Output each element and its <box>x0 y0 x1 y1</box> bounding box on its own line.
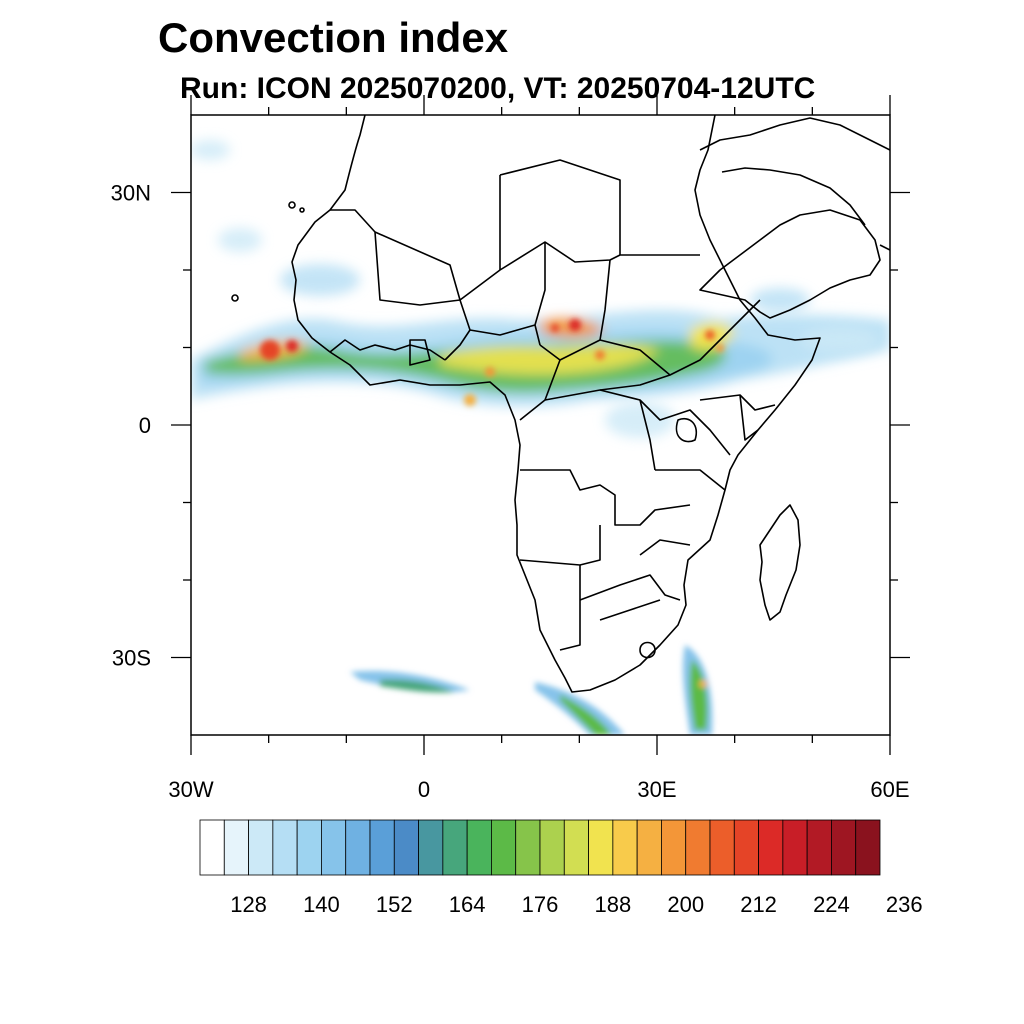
lat-tick-label: 30N <box>111 181 151 206</box>
colorbar-swatch <box>685 819 711 876</box>
chart-title: Convection index <box>158 14 509 61</box>
colorbar-swatch <box>588 819 614 876</box>
colorbar-swatch <box>782 819 808 876</box>
colorbar-swatch <box>369 819 395 876</box>
lon-tick-label: 30W <box>168 777 213 802</box>
lon-tick-label: 60E <box>870 777 909 802</box>
colorbar-swatch <box>491 819 517 876</box>
colorbar-swatch <box>248 819 274 876</box>
lon-tick-label: 30E <box>637 777 676 802</box>
colorbar-label: 128 <box>230 892 267 917</box>
coastlines <box>231 115 890 693</box>
colorbar-swatch <box>563 819 589 876</box>
colorbar-swatch <box>636 819 662 876</box>
colorbar-swatch <box>296 819 322 876</box>
colorbar-swatch <box>345 819 371 876</box>
colorbar-swatch <box>272 819 298 876</box>
colorbar-swatch <box>758 819 784 876</box>
colorbar-label: 212 <box>740 892 777 917</box>
colorbar-label: 140 <box>303 892 340 917</box>
colorbar-swatch <box>733 819 759 876</box>
colorbar-swatch <box>321 819 347 876</box>
colorbar-label: 188 <box>594 892 631 917</box>
colorbar-swatch <box>806 819 832 876</box>
colorbar-swatch <box>442 819 468 876</box>
colorbar-label: 224 <box>813 892 850 917</box>
colorbar-swatch <box>466 819 492 876</box>
convection-field <box>191 140 890 735</box>
colorbar-swatch <box>199 819 225 876</box>
lat-tick-label: 30S <box>112 646 151 671</box>
colorbar-swatch <box>223 819 249 876</box>
colorbar-swatch <box>612 819 638 876</box>
lat-tick-label: 0 <box>139 413 151 438</box>
colorbar-label: 236 <box>886 892 923 917</box>
colorbar-label: 152 <box>376 892 413 917</box>
colorbar-label: 164 <box>449 892 486 917</box>
chart-subtitle: Run: ICON 2025070200, VT: 20250704-12UTC <box>180 72 816 105</box>
colorbar-swatch <box>855 819 881 876</box>
colorbar-swatch <box>418 819 444 876</box>
colorbar-swatch <box>393 819 419 876</box>
colorbar-swatch <box>515 819 541 876</box>
map-axes: 30N 0 30S 30W 0 30E 60E <box>111 95 910 802</box>
colorbar-label: 176 <box>522 892 559 917</box>
colorbar: 128 140 152 164 176 188 200 212 224 236 <box>199 819 923 917</box>
colorbar-label: 200 <box>667 892 704 917</box>
colorbar-swatch <box>831 819 857 876</box>
colorbar-swatch <box>709 819 735 876</box>
lon-tick-label: 0 <box>418 777 430 802</box>
colorbar-swatch <box>661 819 687 876</box>
colorbar-swatch <box>539 819 565 876</box>
plot-frame <box>190 114 891 736</box>
